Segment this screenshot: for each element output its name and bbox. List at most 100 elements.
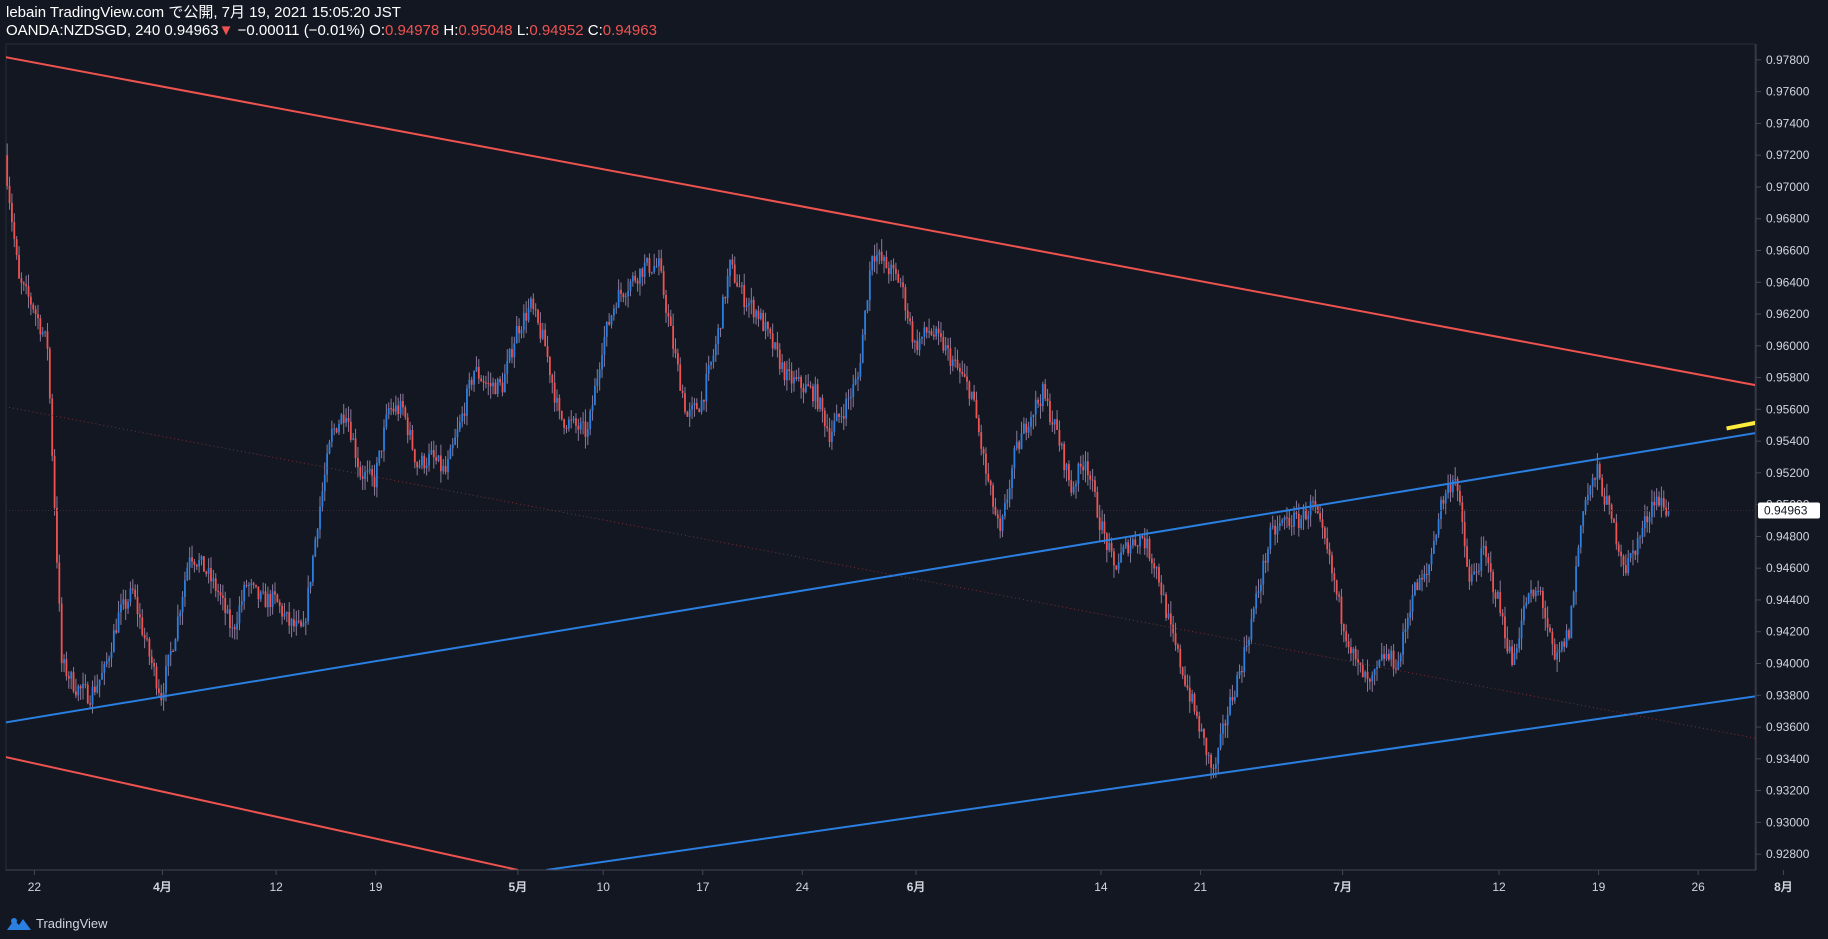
candle-body xyxy=(70,672,73,679)
candle-body xyxy=(674,348,677,354)
x-tick-label: 4月 xyxy=(153,880,172,894)
candle-body xyxy=(101,672,103,680)
candle-body xyxy=(1506,638,1509,652)
candle-body xyxy=(691,405,693,410)
last-price-tag-bg xyxy=(1758,502,1820,519)
candle-body xyxy=(224,597,227,614)
candle-body xyxy=(1326,538,1329,550)
candle-body xyxy=(707,365,710,374)
candle-body xyxy=(169,650,172,655)
trendline-blue-middle[interactable] xyxy=(0,370,1828,727)
candle-body xyxy=(492,382,494,387)
candle-body xyxy=(563,419,566,428)
tradingview-logo-icon[interactable] xyxy=(6,917,32,931)
candle-body xyxy=(1148,538,1151,559)
candle-body xyxy=(1352,648,1355,654)
candle-body xyxy=(748,303,750,306)
candle-body xyxy=(1634,550,1637,555)
candle-body xyxy=(1186,685,1189,688)
y-tick-label: 0.95400 xyxy=(1766,434,1810,448)
candle-body xyxy=(1331,555,1333,574)
candle-body xyxy=(1037,399,1039,404)
candle-body xyxy=(1124,542,1127,547)
candle-body xyxy=(103,663,106,673)
candle-body xyxy=(1347,641,1350,648)
candle-body xyxy=(84,683,87,685)
candle-body xyxy=(354,438,357,458)
candle-body xyxy=(290,619,293,626)
candles-layer xyxy=(6,143,1670,780)
candle-body xyxy=(392,408,395,412)
time-axis[interactable]: 224月12195月1017246月14217月1219268月916 xyxy=(28,870,1828,894)
candle-body xyxy=(1188,687,1191,702)
y-tick-label: 0.93400 xyxy=(1766,752,1810,766)
candle-body xyxy=(1222,723,1224,734)
candle-body xyxy=(1200,729,1203,732)
candle-body xyxy=(250,583,253,586)
candle-body xyxy=(596,378,599,386)
tradingview-brand[interactable]: TradingView xyxy=(36,916,108,931)
candle-body xyxy=(328,441,331,454)
candle-body xyxy=(1082,466,1085,471)
candle-body xyxy=(499,379,502,383)
candle-body xyxy=(1368,679,1371,682)
candle-body xyxy=(913,340,916,343)
candle-body xyxy=(764,321,767,331)
y-tick-label: 0.95200 xyxy=(1766,466,1810,480)
trendline-red-upper[interactable] xyxy=(0,52,1828,457)
candle-body xyxy=(46,331,49,349)
candle-body xyxy=(1011,468,1013,488)
trendline-projection-up[interactable] xyxy=(1726,409,1827,431)
candle-body xyxy=(1395,668,1397,670)
candle-body xyxy=(956,359,959,368)
candle-body xyxy=(1179,648,1182,668)
chart-header: lebain TradingView.com で公開, 7月 19, 2021 … xyxy=(6,4,657,40)
y-tick-label: 0.93200 xyxy=(1766,784,1810,798)
candle-body xyxy=(930,330,933,335)
candle-body xyxy=(1264,560,1267,563)
candle-body xyxy=(150,656,153,664)
candle-body xyxy=(537,310,539,323)
candle-body xyxy=(1416,582,1419,591)
candle-body xyxy=(366,470,369,473)
candle-body xyxy=(1575,566,1577,593)
candle-body xyxy=(1662,497,1665,508)
candle-body xyxy=(1487,556,1490,564)
candle-body xyxy=(1475,571,1478,573)
trendline-dotted-diagonal[interactable] xyxy=(0,401,1828,800)
candle-body xyxy=(530,298,532,308)
candle-body xyxy=(584,421,587,437)
price-axis[interactable]: 0.97800 0.97600 0.97400 0.97200 0.97000 0.968… xyxy=(1756,53,1810,861)
candle-body xyxy=(987,473,990,481)
x-tick-label: 26 xyxy=(1691,880,1705,894)
trendline-blue-lower[interactable] xyxy=(546,641,1828,870)
candle-body xyxy=(973,391,976,400)
candle-body xyxy=(278,602,281,606)
candle-body xyxy=(15,239,18,256)
candle-body xyxy=(1101,521,1103,530)
candle-body xyxy=(570,419,573,421)
candle-body xyxy=(1143,537,1146,549)
x-tick-label: 22 xyxy=(28,880,42,894)
candle-body xyxy=(120,604,122,613)
candle-body xyxy=(890,264,893,275)
candle-body xyxy=(840,416,843,418)
y-tick-label: 0.95800 xyxy=(1766,371,1810,385)
candle-body xyxy=(1357,659,1359,663)
candle-body xyxy=(605,321,608,337)
candle-body xyxy=(831,431,833,442)
trendline-red-lower[interactable] xyxy=(0,751,519,870)
candle-body xyxy=(1613,519,1615,523)
candle-body xyxy=(1520,620,1523,639)
candle-body xyxy=(871,256,874,271)
high-label: H: xyxy=(443,22,459,39)
candle-body xyxy=(719,328,722,330)
candle-body xyxy=(631,275,634,282)
candle-body xyxy=(916,340,919,350)
candle-body xyxy=(124,599,127,609)
candle-body xyxy=(1267,549,1269,563)
candle-body xyxy=(1629,553,1632,559)
candle-body xyxy=(646,257,648,263)
candle-body xyxy=(1461,502,1464,523)
